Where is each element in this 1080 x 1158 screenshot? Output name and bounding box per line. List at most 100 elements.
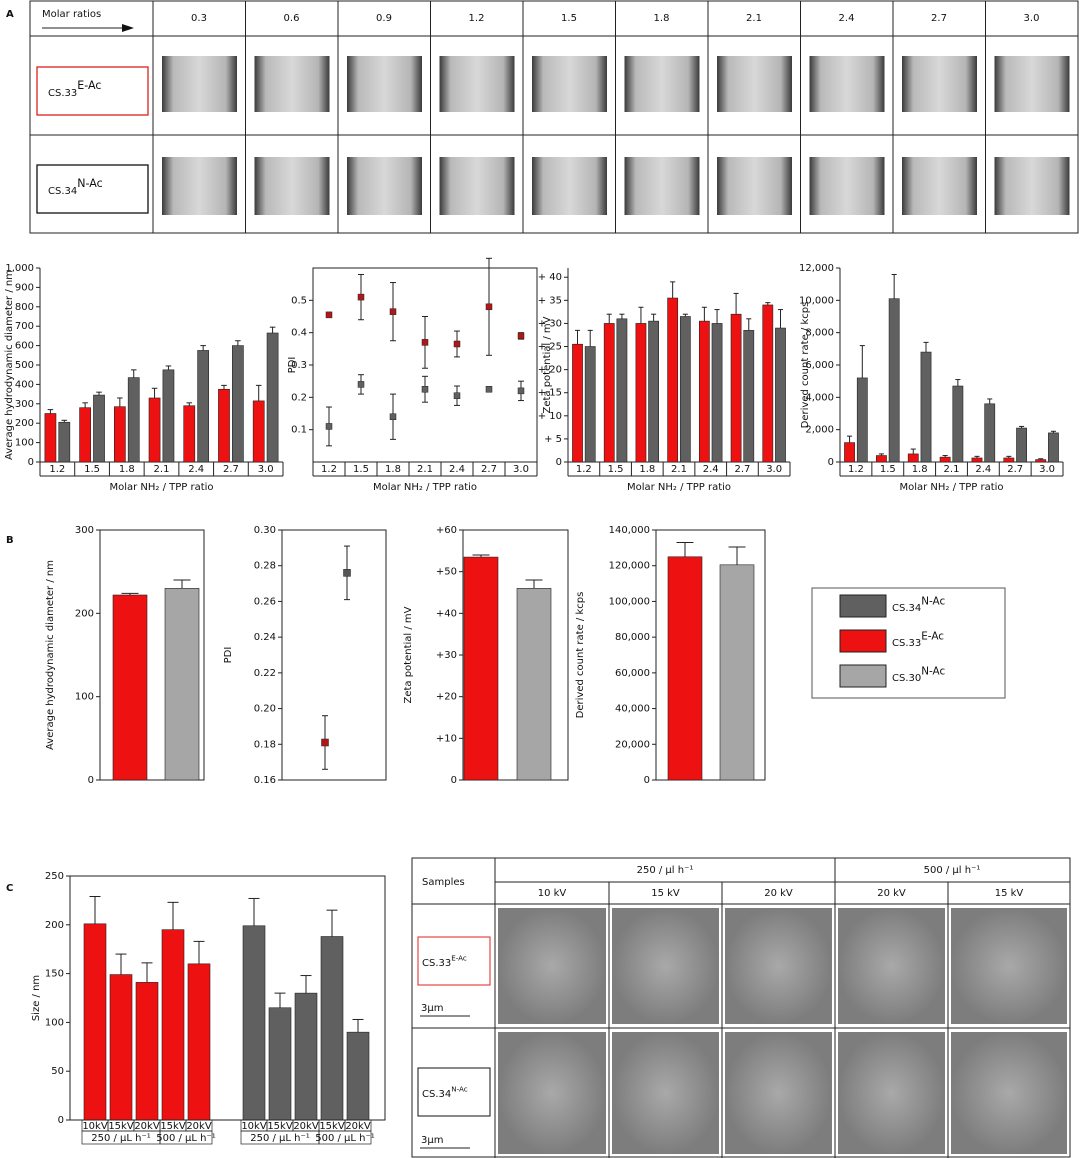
point — [421, 339, 429, 346]
name-text: CS.33 — [422, 958, 451, 969]
y-tick-label: 80,000 — [615, 632, 650, 643]
sample-label: CS.34N-Ac — [48, 177, 103, 197]
bar — [294, 992, 318, 1121]
x-tick-label: 1.2 — [321, 464, 337, 475]
name-sup: E-Ac — [921, 631, 944, 643]
y-axis-label: Derived count rate / kcps — [575, 592, 586, 719]
vial-photo — [347, 157, 422, 215]
bar — [252, 400, 265, 463]
bar — [112, 594, 148, 781]
bar — [162, 369, 175, 463]
panel-label: A — [6, 9, 14, 20]
y-axis-label: PDI — [287, 357, 298, 374]
y-tick-label: 0.22 — [254, 668, 276, 679]
point — [321, 738, 329, 747]
x-tick-label: 2.7 — [481, 464, 497, 475]
point — [343, 569, 351, 577]
x-axis-label: Molar NH₂ / TPP ratio — [627, 482, 731, 493]
x-tick-label: 1.2 — [848, 464, 864, 475]
bar — [775, 327, 786, 463]
bar — [907, 453, 919, 463]
bar — [939, 456, 951, 463]
vial-photo — [994, 157, 1070, 215]
x-tick-label: 2.4 — [703, 464, 719, 475]
y-tick-label: 700 — [15, 321, 34, 332]
x-axis-label: Molar NH₂ / TPP ratio — [109, 482, 213, 493]
plot-frame — [655, 529, 766, 781]
bar — [603, 323, 615, 463]
sem-image — [838, 908, 945, 1024]
x-tick-label: 1.5 — [353, 464, 369, 475]
vial-photo — [162, 157, 237, 215]
bar — [679, 316, 691, 463]
vial-photo — [254, 56, 330, 112]
ratio-label: 0.6 — [284, 13, 300, 24]
bar — [164, 588, 200, 781]
ratio-label: 3.0 — [1024, 13, 1040, 24]
bar — [584, 346, 596, 463]
x-tick-label: 15kV — [267, 1121, 293, 1132]
bar — [888, 298, 900, 463]
y-tick-label: 20,000 — [615, 739, 650, 750]
name-text: CS.33 — [48, 88, 77, 99]
x-tick-label: 15kV — [319, 1121, 345, 1132]
x-tick-label: 1.5 — [608, 464, 624, 475]
vial-photo — [717, 56, 792, 112]
ratio-label: 1.5 — [561, 13, 577, 24]
sem-image — [725, 1032, 832, 1154]
ratio-label: 2.4 — [839, 13, 855, 24]
point — [517, 387, 525, 395]
y-tick-label: 0 — [58, 1115, 64, 1126]
point — [357, 381, 365, 388]
bar — [616, 318, 628, 463]
name-sup: N-Ac — [921, 666, 945, 678]
y-tick-label: 200 — [75, 608, 94, 619]
x-tick-label: 2.7 — [1007, 464, 1023, 475]
y-tick-label: 0 — [828, 457, 834, 468]
vial-photo — [809, 157, 885, 215]
vial-photo — [439, 56, 515, 112]
y-tick-label: 0 — [451, 775, 457, 786]
ratio-label: 2.7 — [931, 13, 947, 24]
plot-frame — [99, 529, 205, 781]
name-text: CS.33 — [892, 638, 921, 649]
y-tick-label: 12,000 — [799, 263, 834, 274]
sem-image — [498, 1032, 606, 1154]
name-text: CS.34 — [48, 186, 77, 197]
bar — [266, 332, 279, 463]
y-tick-label: 100 — [45, 1017, 64, 1028]
bar — [667, 297, 679, 463]
name-text: CS.30 — [892, 673, 921, 684]
legend-label: CS.30N-Ac — [892, 666, 945, 684]
bar — [920, 351, 932, 463]
x-tick-label: 2.4 — [188, 464, 204, 475]
bar — [346, 1031, 370, 1121]
legend-swatch — [839, 594, 887, 618]
sample-box — [36, 164, 149, 214]
bar — [113, 406, 126, 463]
bar — [135, 982, 159, 1121]
bar — [516, 588, 552, 781]
bar — [711, 323, 723, 463]
bar — [876, 455, 887, 463]
y-tick-label: 500 — [15, 360, 34, 371]
y-tick-label: 6,000 — [805, 360, 834, 371]
x-tick-label: 15kV — [108, 1121, 134, 1132]
panel-label: C — [6, 883, 13, 894]
bar — [984, 403, 996, 463]
y-tick-label: 300 — [15, 399, 34, 410]
column-header: 15 kV — [995, 888, 1024, 899]
y-tick-label: 0.20 — [254, 704, 276, 715]
sample-label: CS.34N-Ac — [422, 1085, 468, 1100]
x-tick-label: 3.0 — [258, 464, 274, 475]
y-tick-label: 250 — [45, 871, 64, 882]
group-box — [318, 1130, 372, 1145]
column-header: 20 kV — [764, 888, 793, 899]
ratio-label: 0.9 — [376, 13, 392, 24]
y-tick-label: + 35 — [538, 295, 562, 306]
y-tick-label: 140,000 — [609, 525, 650, 536]
point — [453, 392, 461, 399]
y-tick-label: + 15 — [538, 388, 562, 399]
x-tick-label: 1.5 — [880, 464, 896, 475]
bar — [148, 397, 161, 463]
